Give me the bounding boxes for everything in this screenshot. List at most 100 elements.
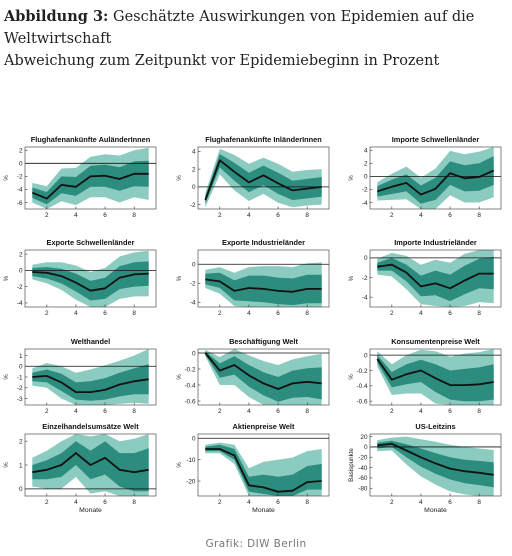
y-tick-label: -0.4 [184, 382, 195, 389]
chart-panel: Exporte Schwellenländer 2 0 -2 -4 2 4 6 8% [3, 238, 157, 317]
y-axis-label: % [176, 462, 183, 468]
panel-title: Welthandel [71, 337, 110, 346]
x-tick-label: 4 [74, 212, 78, 219]
y-tick-label: -0.6 [184, 398, 195, 405]
y-axis-label: % [3, 275, 10, 281]
y-tick-label: -60 [358, 475, 368, 482]
y-axis-label: % [348, 175, 355, 181]
mean-line [205, 448, 322, 493]
y-tick-label: -4 [190, 300, 196, 307]
x-tick-label: 2 [218, 212, 222, 219]
y-tick-label: 0 [192, 436, 196, 443]
y-tick-label: 0 [364, 352, 368, 359]
inner-confidence-band [32, 441, 149, 492]
inner-confidence-band [377, 256, 494, 302]
figure-subtitle: Abweichung zum Zeitpunkt vor Epidemiebeg… [4, 53, 440, 69]
y-axis-label: % [176, 275, 183, 281]
x-tick-label: 2 [390, 499, 394, 506]
x-tick-label: 4 [419, 499, 423, 506]
y-tick-label: 0 [364, 255, 368, 262]
y-tick-label: -40 [358, 465, 368, 472]
y-tick-label: 0 [19, 268, 23, 275]
x-tick-label: 6 [103, 212, 107, 219]
mean-line [32, 452, 149, 474]
x-tick-label: 8 [477, 408, 481, 415]
x-tick-label: 4 [247, 310, 251, 317]
plot-frame [369, 146, 502, 210]
y-tick-label: -4 [17, 300, 23, 307]
inner-confidence-band [32, 364, 149, 401]
x-axis-label: Monate [252, 507, 275, 514]
figure-label: Abbildung 3: [4, 8, 109, 25]
chart-panel: Konsumentenpreise Welt 0 -0.2 -0.4 -0.6 2 4 6 8% [348, 337, 502, 415]
y-axis-label: % [348, 374, 355, 380]
x-tick-label: 8 [477, 310, 481, 317]
chart-panel: Welthandel 1 0 -1 -2 -3 2 4 6 8% [3, 337, 157, 415]
panel-title: Exporte Schwellenländer [47, 238, 135, 247]
chart-panel: Exporte Industrieländer 0 -2 -4 2 4 6 8% [176, 238, 330, 317]
y-tick-label: -0.4 [356, 383, 367, 390]
panel-title: Importe Industrieländer [394, 238, 477, 247]
y-tick-label: -4 [17, 187, 23, 194]
x-tick-label: 4 [74, 499, 78, 506]
x-tick-label: 2 [218, 499, 222, 506]
source-credit: Grafik: DIW Berlin [205, 538, 307, 550]
x-tick-label: 6 [276, 310, 280, 317]
y-tick-label: -3 [17, 396, 23, 403]
x-tick-label: 8 [132, 310, 136, 317]
panel-title: US-Leitzins [415, 422, 455, 431]
x-axis-label: Monate [79, 507, 102, 514]
mean-line [377, 263, 494, 290]
plot-frame [24, 146, 157, 210]
figure-title: Geschätzte Auswirkungen von Epidemien au… [4, 9, 475, 47]
y-tick-label: -10 [186, 457, 196, 464]
mean-line [204, 352, 322, 390]
x-tick-label: 2 [45, 408, 49, 415]
y-tick-label: 1 [19, 462, 23, 469]
x-tick-label: 8 [305, 310, 309, 317]
x-tick-label: 4 [419, 212, 423, 219]
y-tick-label: -0.6 [356, 398, 367, 405]
panel-title: Flughafenankünfte InländerInnen [205, 135, 322, 144]
y-axis-label: % [3, 175, 10, 181]
x-tick-label: 6 [103, 499, 107, 506]
x-tick-label: 6 [448, 499, 452, 506]
x-tick-label: 8 [305, 499, 309, 506]
chart-panel: Einzelhandelsumsätze Welt 2 1 0 2 4 6 8% Monate [3, 422, 157, 514]
plot-frame [369, 249, 502, 308]
chart-panel: US-Leitzins 20 0 -20 -40 -60 -80 2 4 6 8 Basispunkt… [348, 422, 502, 514]
y-axis-label: % [3, 374, 10, 380]
y-tick-label: 0 [19, 364, 23, 371]
figure-header: Abbildung 3: Geschätzte Auswirkungen von… [4, 6, 508, 72]
x-tick-label: 8 [132, 499, 136, 506]
y-tick-label: -2 [17, 385, 23, 392]
y-tick-label: -1 [17, 374, 23, 381]
inner-confidence-band [377, 156, 494, 204]
y-tick-label: 20 [360, 434, 368, 441]
panel-title: Importe Schwellenländer [392, 135, 480, 144]
y-tick-label: 0 [192, 350, 196, 357]
plot-frame [24, 249, 157, 308]
y-axis-label: % [176, 374, 183, 380]
plot-frame [197, 348, 330, 406]
x-tick-label: 6 [448, 310, 452, 317]
mean-line [204, 159, 322, 201]
x-tick-label: 2 [45, 212, 49, 219]
y-tick-label: 4 [192, 149, 196, 156]
y-axis-label: % [3, 462, 10, 468]
panel-title: Einzelhandelsumsätze Welt [42, 422, 139, 431]
mean-line [205, 278, 322, 293]
outer-confidence-band [32, 250, 149, 307]
mean-line [32, 271, 149, 292]
y-tick-label: 0 [192, 184, 196, 191]
mean-line [377, 169, 495, 196]
y-tick-label: -80 [358, 486, 368, 493]
y-tick-label: 2 [19, 438, 23, 445]
y-axis-label: % [348, 275, 355, 281]
x-tick-label: 6 [103, 408, 107, 415]
y-tick-label: 0 [19, 161, 23, 168]
y-tick-label: -0.2 [184, 366, 195, 373]
x-tick-label: 2 [390, 212, 394, 219]
y-tick-label: -4 [362, 294, 368, 301]
x-tick-label: 6 [276, 499, 280, 506]
